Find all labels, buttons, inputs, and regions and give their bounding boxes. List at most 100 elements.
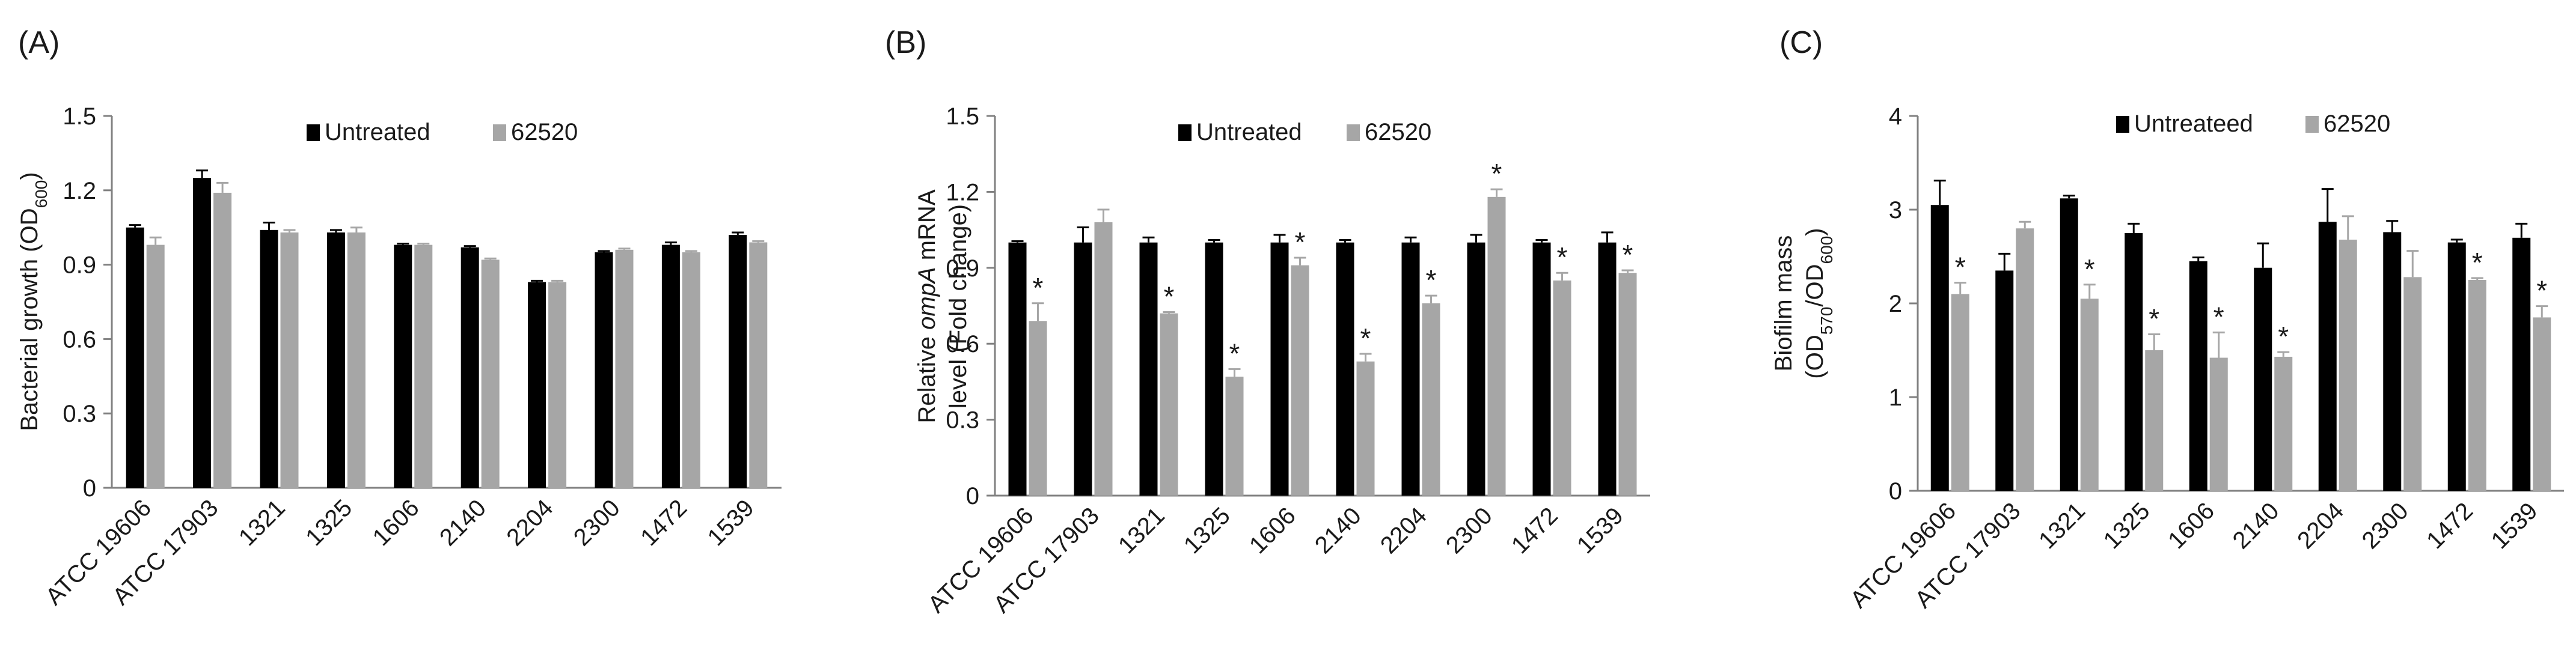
significance-star: * (2278, 321, 2289, 352)
bar-62520-1472 (2468, 280, 2486, 491)
y-tick-label: 0.6 (63, 326, 96, 353)
bar-untreated-2140 (460, 247, 479, 488)
bar-62520-1606 (1291, 265, 1309, 496)
significance-star: * (2213, 301, 2224, 332)
y-tick-label: 0.9 (63, 252, 96, 279)
bar-62520-2204 (548, 282, 567, 488)
bar-62520-1606 (2209, 357, 2228, 491)
bar-untreateed-atcc-17903 (1995, 270, 2014, 491)
x-category-label: 1321 (1113, 502, 1170, 559)
bar-untreateed-1472 (2447, 242, 2466, 491)
y-axis-title: Relative ompA mRNA level (Fold change) (914, 189, 971, 423)
bar-62520-1606 (414, 245, 433, 488)
significance-star: * (1229, 338, 1240, 369)
legend-swatch-62520 (2305, 116, 2319, 133)
bar-62520-1321 (280, 232, 299, 488)
x-category-label: 1321 (234, 494, 290, 551)
x-category-label: 2140 (2228, 497, 2284, 554)
bar-untreated-atcc-19606 (126, 227, 144, 488)
bar-untreated-1325 (326, 232, 345, 488)
bar-untreated-1539 (729, 235, 747, 488)
y-axis-title: Biofilm mass (OD570/OD600) (1770, 228, 1836, 378)
significance-star: * (1295, 226, 1306, 258)
y-tick-label: 3 (1889, 197, 1902, 223)
panel-b: (B) 0 0.3 0.6 0.9 1.2 1.5 Relative ompA mRNA lev… (885, 25, 1650, 618)
x-category-label: 2140 (1310, 502, 1366, 559)
bar-untreated-2300 (595, 252, 613, 488)
significance-star: * (2472, 247, 2483, 278)
bar-untreated-atcc-19606 (1008, 242, 1027, 496)
bar-untreated-2204 (528, 282, 546, 488)
legend-swatch-62520 (1347, 124, 1360, 141)
y-tick-label: 1.2 (63, 178, 96, 204)
bar-62520-1321 (1160, 313, 1178, 496)
bar-untreated-1539 (1598, 242, 1617, 496)
bar-untreateed-2204 (2318, 222, 2337, 491)
y-tick-label: 1.5 (63, 103, 96, 130)
bar-62520-1321 (2080, 299, 2099, 491)
legend-label-untreated: Untreated (1196, 119, 1302, 145)
y-tick-label: 0 (966, 483, 979, 509)
significance-star: * (1623, 239, 1633, 270)
significance-star: * (1426, 264, 1437, 296)
x-category-label: 2204 (1375, 502, 1432, 559)
y-tick-label: 0.3 (63, 401, 96, 427)
x-category-label: 1539 (2486, 497, 2543, 554)
legend-label-untreated: Untreated (325, 119, 430, 145)
x-category-label: 2140 (435, 494, 491, 551)
bar-untreated-1606 (1270, 242, 1289, 496)
x-category-label: 1539 (1572, 502, 1629, 559)
bar-62520-2140 (2274, 356, 2293, 491)
y-tick-label: 0.9 (946, 255, 979, 282)
bar-untreated-1321 (260, 229, 278, 488)
bar-62520-1539 (749, 242, 768, 488)
significance-star: * (2084, 254, 2095, 285)
bar-untreateed-2300 (2383, 232, 2402, 491)
bar-untreateed-1539 (2512, 237, 2531, 491)
significance-star: * (1557, 241, 1568, 273)
x-category-label: 1606 (368, 494, 424, 551)
panel-a: (A) 0 0.3 0.6 0.9 1.2 1.5 Bacterial growth (OD6… (16, 25, 782, 610)
bar-62520-2204 (1422, 303, 1440, 496)
bar-62520-1325 (347, 232, 366, 488)
x-category-label: 2300 (569, 494, 625, 551)
bar-62520-2140 (481, 260, 500, 488)
y-tick-label: 1.5 (946, 103, 979, 130)
bar-untreated-1325 (1205, 242, 1223, 496)
bar-untreateed-2140 (2254, 267, 2272, 491)
bar-62520-2300 (1487, 196, 1506, 496)
y-tick-label: 0.3 (946, 407, 979, 434)
bar-62520-1472 (1553, 280, 1571, 496)
significance-star: * (1491, 158, 1502, 189)
legend-label-62520: 62520 (1365, 119, 1431, 145)
x-category-label: 1472 (1507, 502, 1563, 559)
panel-label: (A) (18, 25, 60, 60)
bar-62520-1539 (1618, 273, 1637, 496)
legend-label-untreateed: Untreateed (2134, 111, 2253, 137)
legend-label-62520: 62520 (511, 119, 578, 145)
y-tick-label: 1 (1889, 384, 1902, 411)
bar-untreated-2300 (1467, 242, 1485, 496)
bar-untreated-2204 (1401, 242, 1420, 496)
bar-62520-2204 (2339, 239, 2357, 491)
bar-62520-atcc-17903 (213, 192, 232, 488)
y-tick-label: 0 (1889, 478, 1902, 505)
legend-swatch-untreated (1178, 124, 1192, 141)
bar-62520-atcc-17903 (1094, 222, 1113, 496)
bar-62520-atcc-19606 (1951, 294, 1969, 491)
bar-62520-1539 (2533, 317, 2551, 491)
significance-star: * (1360, 323, 1371, 354)
y-tick-label: 1.2 (946, 179, 979, 205)
x-category-label: 1606 (1244, 502, 1301, 559)
bar-untreated-1606 (394, 245, 412, 488)
bar-untreated-atcc-17903 (1074, 242, 1092, 496)
y-tick-label: 0.6 (946, 331, 979, 357)
legend: Untreated 62520 (1178, 119, 1431, 145)
bar-62520-2300 (615, 249, 634, 488)
y-tick-label: 2 (1889, 291, 1902, 317)
x-category-label: 2300 (1441, 502, 1498, 559)
x-category-label: 1472 (2422, 497, 2478, 554)
y-tick-label: 4 (1889, 103, 1902, 130)
bar-untreated-2140 (1336, 242, 1354, 496)
bar-62520-1472 (682, 252, 700, 488)
